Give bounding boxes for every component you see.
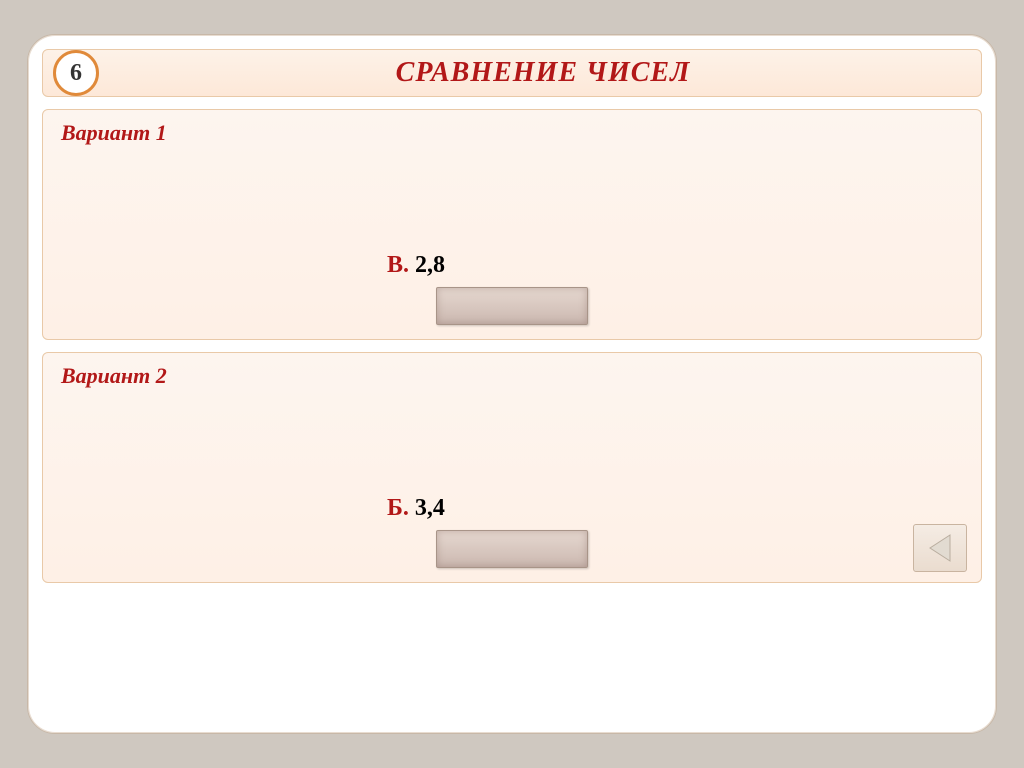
answer-value: 3,4 [415,495,445,521]
triangle-left-icon [926,533,954,563]
slide-number-badge: 6 [53,50,99,96]
variant-1-roots-row [61,146,963,186]
variant-1-question-row: В. 2,8 [67,252,963,279]
variant-2-question-row: Б. 3,4 [67,495,963,522]
variant-1-number-line [61,190,963,246]
slide-title: СРАВНЕНИЕ ЧИСЕЛ [115,57,971,89]
variant-2-roots-row [61,389,963,429]
variant-1-reveal-button[interactable] [436,287,588,325]
variant-1-panel: Вариант 1 В. 2,8 [42,109,982,340]
answer-letter: В. [387,252,409,278]
variant-2-panel: Вариант 2 Б. 3,4 [42,352,982,583]
prev-slide-button[interactable] [913,524,967,572]
answer-letter: Б. [387,495,409,521]
slide-number: 6 [70,60,82,87]
variant-2-number-line [61,433,963,489]
variant-2-heading: Вариант 2 [61,363,963,389]
variant-1-answer: В. 2,8 [387,252,445,279]
answer-value: 2,8 [415,252,445,278]
variant-2-answer: Б. 3,4 [387,495,445,522]
variant-2-reveal-button[interactable] [436,530,588,568]
variant-1-heading: Вариант 1 [61,120,963,146]
title-bar: 6 СРАВНЕНИЕ ЧИСЕЛ [42,49,982,97]
slide: 6 СРАВНЕНИЕ ЧИСЕЛ Вариант 1 В. 2,8 Вариа… [27,34,997,734]
